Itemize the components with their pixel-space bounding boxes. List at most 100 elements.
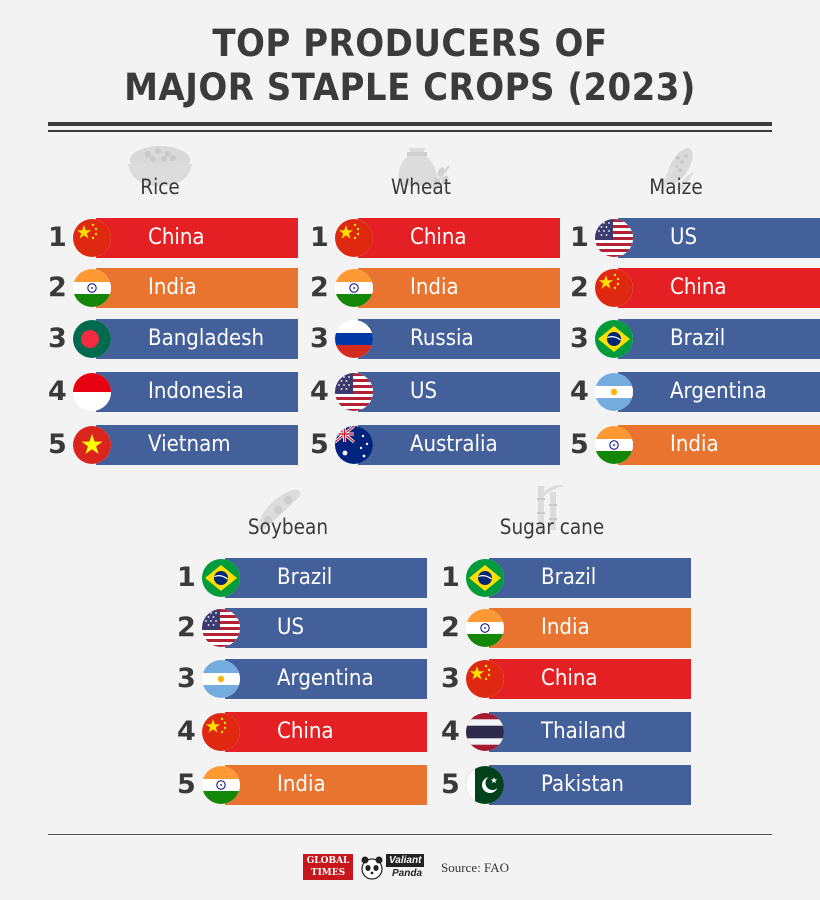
country-name: Bangladesh (148, 326, 265, 351)
global-times-logo: GLOBAL TIMES (303, 854, 353, 880)
china-flag-icon (202, 713, 240, 751)
country-name: China (410, 225, 467, 250)
country-bar: US (618, 218, 820, 258)
brazil-flag-icon (202, 559, 240, 597)
page-title: TOP PRODUCERS OF MAJOR STAPLE CROPS (202… (33, 22, 787, 110)
crop-block-wheat: Wheat 1 China 2 India 3 Russia 4 US 5 Australia (310, 148, 560, 470)
rank-row: 4 Indonesia (48, 372, 298, 412)
rank-number: 4 (177, 716, 196, 747)
country-name: India (277, 772, 326, 797)
rank-number: 1 (570, 222, 589, 253)
thailand-flag-icon (466, 713, 504, 751)
argentina-flag-icon (595, 373, 633, 411)
country-bar: China (225, 712, 427, 752)
rank-row: 4 US (310, 372, 560, 412)
russia-flag-icon (335, 320, 373, 358)
country-name: India (410, 275, 459, 300)
rank-number: 1 (310, 222, 329, 253)
country-name: Thailand (541, 719, 627, 744)
crop-name: Rice (140, 175, 180, 199)
rank-number: 3 (570, 323, 589, 354)
country-bar: Pakistan (489, 765, 691, 805)
rank-row: 4 Thailand (441, 712, 691, 752)
crop-block-maize: Maize 1 US 2 China 3 Brazil 4 Argentina 5 India (570, 148, 820, 470)
country-name: China (541, 666, 598, 691)
china-flag-icon (595, 269, 633, 307)
country-bar: Australia (358, 425, 560, 465)
country-bar: Brazil (225, 558, 427, 598)
title-line-1: TOP PRODUCERS OF (212, 22, 608, 65)
indonesia-flag-icon (73, 373, 111, 411)
country-bar: China (618, 268, 820, 308)
crop-block-sugar-cane: Sugar cane 1 Brazil 2 India 3 China 4 Thailand 5 P… (441, 484, 691, 810)
rank-row: 1 China (48, 218, 298, 258)
china-flag-icon (73, 219, 111, 257)
rank-row: 3 Argentina (177, 659, 427, 699)
rank-number: 2 (570, 272, 589, 303)
country-name: Argentina (670, 379, 767, 404)
country-name: China (148, 225, 205, 250)
rank-row: 4 Argentina (570, 372, 820, 412)
rank-number: 2 (177, 612, 196, 643)
source-note: Source: FAO (441, 860, 510, 875)
country-name: US (410, 379, 438, 404)
rank-row: 3 Brazil (570, 319, 820, 359)
country-name: India (541, 615, 590, 640)
rice-bowl-icon (120, 142, 200, 192)
crop-name: Wheat (391, 175, 451, 199)
valiant-panda-logo: Valiant Panda (360, 854, 432, 882)
rank-number: 3 (48, 323, 67, 354)
us-flag-icon (202, 609, 240, 647)
sugar-cane-icon (512, 482, 582, 536)
soybean-pod-icon (248, 482, 318, 536)
wheat-sack-icon (381, 142, 461, 196)
title-divider-thin (48, 130, 772, 132)
rank-number: 5 (177, 769, 196, 800)
crop-name: Sugar cane (499, 515, 605, 539)
rank-number: 4 (441, 716, 460, 747)
brazil-flag-icon (466, 559, 504, 597)
pakistan-flag-icon (466, 766, 504, 804)
rank-number: 4 (570, 376, 589, 407)
rank-row: 5 India (177, 765, 427, 805)
rank-row: 5 Australia (310, 425, 560, 465)
us-flag-icon (335, 373, 373, 411)
rank-number: 3 (177, 663, 196, 694)
country-name: US (670, 225, 698, 250)
rank-row: 5 Pakistan (441, 765, 691, 805)
country-bar: Vietnam (96, 425, 298, 465)
rank-row: 1 China (310, 218, 560, 258)
country-bar: Brazil (618, 319, 820, 359)
rank-row: 2 India (441, 608, 691, 648)
country-bar: China (358, 218, 560, 258)
china-flag-icon (466, 660, 504, 698)
country-name: US (277, 615, 305, 640)
china-flag-icon (335, 219, 373, 257)
rank-row: 5 Vietnam (48, 425, 298, 465)
rank-number: 2 (310, 272, 329, 303)
country-bar: India (489, 608, 691, 648)
rank-number: 1 (177, 562, 196, 593)
rank-row: 3 China (441, 659, 691, 699)
rank-row: 5 India (570, 425, 820, 465)
rank-number: 4 (48, 376, 67, 407)
country-bar: US (358, 372, 560, 412)
rank-row: 3 Russia (310, 319, 560, 359)
country-name: India (148, 275, 197, 300)
country-name: China (670, 275, 727, 300)
country-bar: US (225, 608, 427, 648)
crop-name: Maize (649, 175, 703, 199)
us-flag-icon (595, 219, 633, 257)
india-flag-icon (595, 426, 633, 464)
title-divider-thick (48, 122, 772, 126)
country-bar: China (489, 659, 691, 699)
country-name: Pakistan (541, 772, 624, 797)
rank-row: 2 US (177, 608, 427, 648)
country-bar: India (225, 765, 427, 805)
country-name: Australia (410, 432, 498, 457)
country-name: Indonesia (148, 379, 244, 404)
country-name: Russia (410, 326, 474, 351)
australia-flag-icon (335, 426, 373, 464)
country-bar: Argentina (618, 372, 820, 412)
country-name: China (277, 719, 334, 744)
